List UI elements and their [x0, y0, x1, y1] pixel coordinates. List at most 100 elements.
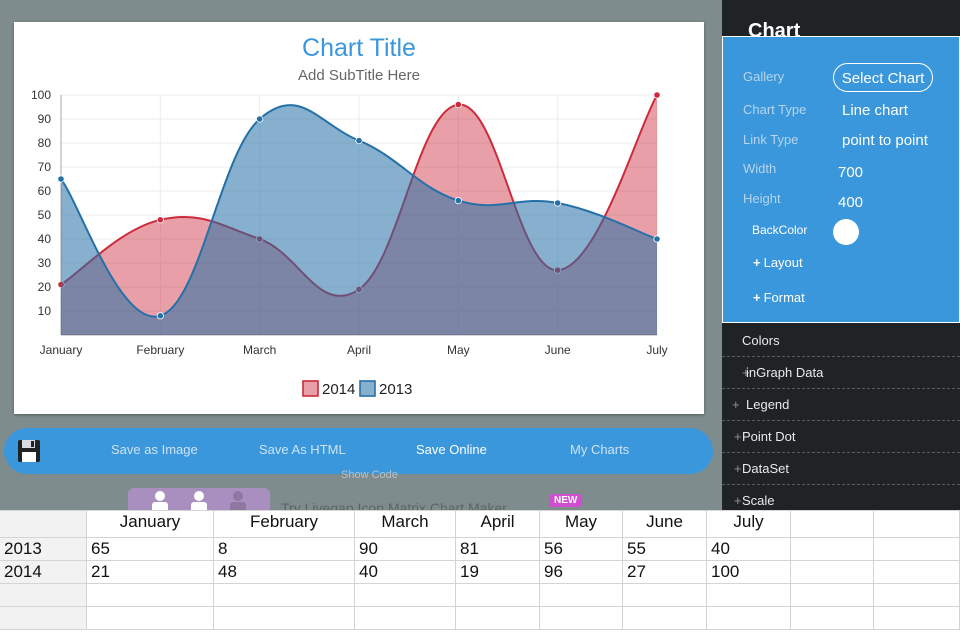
grid-cell[interactable] [623, 584, 707, 606]
series-2014-point [156, 216, 164, 224]
grid-cell[interactable] [355, 607, 456, 629]
grid-cell[interactable] [87, 584, 214, 606]
series-2013-point [454, 197, 462, 205]
grid-cell[interactable] [707, 584, 791, 606]
my-charts-button[interactable]: My Charts [570, 442, 630, 457]
legend-swatch-2013 [359, 380, 376, 397]
grid-cell[interactable] [214, 584, 355, 606]
chart-type-label: Chart Type [743, 102, 807, 117]
grid-cell[interactable] [707, 607, 791, 629]
grid-cell[interactable]: 55 [623, 538, 707, 560]
grid-header-cell [791, 511, 874, 537]
grid-cell[interactable]: 96 [540, 561, 623, 583]
x-tick-label: May [447, 343, 470, 357]
y-tick-label: 40 [38, 232, 52, 246]
grid-cell[interactable] [874, 584, 960, 606]
section-point-dot-label: Point Dot [742, 429, 796, 444]
select-chart-button[interactable]: Select Chart [833, 63, 933, 92]
format-label: Format [763, 290, 805, 305]
grid-cell[interactable] [791, 584, 874, 606]
floppy-disk-icon[interactable] [16, 438, 42, 464]
promo-banner[interactable] [128, 488, 270, 514]
grid-cell[interactable]: 21 [87, 561, 214, 583]
grid-cell[interactable]: 8 [214, 538, 355, 560]
y-tick-label: 100 [31, 88, 51, 102]
x-tick-label: July [646, 343, 667, 357]
backcolor-picker[interactable] [833, 219, 859, 245]
section-ingraph-data[interactable]: + inGraph Data [722, 357, 960, 389]
series-2013-point [653, 235, 661, 243]
grid-cell[interactable] [540, 584, 623, 606]
y-tick-label: 80 [38, 136, 52, 150]
width-label: Width [743, 161, 777, 176]
y-tick-label: 50 [38, 208, 52, 222]
save-as-html-button[interactable]: Save As HTML [259, 442, 346, 457]
grid-cell[interactable] [87, 607, 214, 629]
grid-cell[interactable] [456, 607, 540, 629]
grid-cell[interactable] [623, 607, 707, 629]
show-code-link[interactable]: Show Code [341, 469, 398, 481]
section-dataset[interactable]: + DataSet [722, 453, 960, 485]
data-grid: January February March April May June July 2013… [0, 510, 960, 632]
grid-cell[interactable] [791, 607, 874, 629]
grid-cell[interactable] [791, 561, 874, 583]
grid-cell[interactable]: 48 [214, 561, 355, 583]
grid-row: 2014 21 48 40 19 96 27 100 [0, 561, 960, 584]
format-toggle[interactable]: + Format [753, 290, 805, 305]
grid-header-row: January February March April May June July [0, 510, 960, 538]
grid-cell[interactable] [214, 607, 355, 629]
grid-row-label[interactable]: 2014 [0, 561, 87, 583]
layout-toggle[interactable]: + Layout [753, 255, 803, 270]
chart-type-select[interactable]: Line chart [842, 102, 908, 119]
x-tick-label: January [40, 343, 83, 357]
grid-cell[interactable] [540, 607, 623, 629]
section-point-dot[interactable]: + Point Dot [722, 421, 960, 453]
grid-cell[interactable]: 56 [540, 538, 623, 560]
grid-cell[interactable]: 65 [87, 538, 214, 560]
grid-row-label[interactable]: 2013 [0, 538, 87, 560]
section-colors[interactable]: Colors [722, 325, 960, 357]
width-input[interactable]: 700 [838, 164, 864, 181]
save-as-image-button[interactable]: Save as Image [111, 442, 198, 457]
grid-cell[interactable]: 90 [355, 538, 456, 560]
section-legend[interactable]: + Legend [722, 389, 960, 421]
y-tick-label: 30 [38, 256, 52, 270]
grid-cell[interactable]: 81 [456, 538, 540, 560]
chart-svg: Chart Title Add SubTitle Here January Febru… [31, 34, 668, 398]
grid-row-label[interactable] [0, 607, 87, 629]
grid-cell[interactable] [874, 561, 960, 583]
series-2013-area [61, 105, 657, 335]
height-input[interactable]: 400 [838, 194, 864, 211]
x-tick-label: February [136, 343, 184, 357]
new-badge: NEW [549, 494, 583, 507]
y-tick-label: 20 [38, 280, 52, 294]
layout-label: Layout [763, 255, 803, 270]
grid-cell[interactable]: 100 [707, 561, 791, 583]
grid-cell[interactable] [355, 584, 456, 606]
series-2014-point [653, 91, 661, 99]
save-online-button[interactable]: Save Online [416, 442, 487, 457]
grid-row: 2013 65 8 90 81 56 55 40 [0, 538, 960, 561]
grid-row [0, 584, 960, 607]
grid-cell[interactable] [874, 607, 960, 629]
grid-cell[interactable]: 27 [623, 561, 707, 583]
grid-cell[interactable]: 19 [456, 561, 540, 583]
toolbar: Save as Image Save As HTML Save Online M… [4, 428, 713, 474]
grid-header-cell: March [355, 511, 456, 537]
link-type-select[interactable]: point to point [842, 132, 928, 149]
y-tick-label: 70 [38, 160, 52, 174]
legend-swatch-2014 [302, 380, 319, 397]
grid-cell[interactable] [456, 584, 540, 606]
y-tick-label: 10 [38, 304, 52, 318]
grid-header-cell: April [456, 511, 540, 537]
grid-header-cell: July [707, 511, 791, 537]
series-2013-point [57, 175, 65, 183]
height-label: Height [743, 191, 781, 206]
grid-cell[interactable]: 40 [707, 538, 791, 560]
grid-cell[interactable] [791, 538, 874, 560]
grid-cell[interactable] [874, 538, 960, 560]
link-type-label: Link Type [743, 132, 799, 147]
series-2013-point [256, 115, 264, 123]
grid-row-label[interactable] [0, 584, 87, 606]
grid-cell[interactable]: 40 [355, 561, 456, 583]
